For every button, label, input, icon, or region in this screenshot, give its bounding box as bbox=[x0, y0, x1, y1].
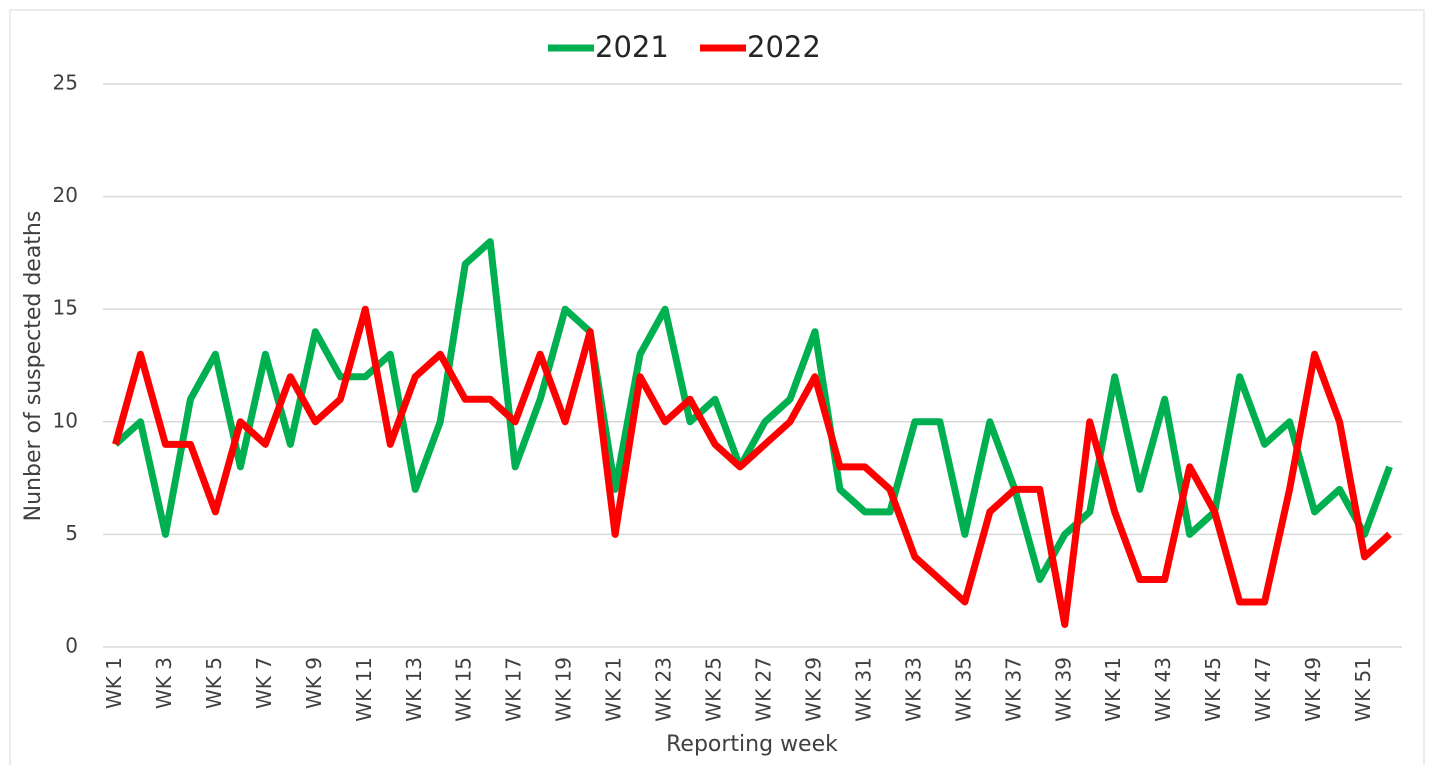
x-tick-label: WK 13 bbox=[402, 657, 426, 722]
y-tick-label: 10 bbox=[53, 408, 78, 432]
x-tick-label: WK 15 bbox=[452, 657, 476, 722]
x-tick-label: WK 45 bbox=[1201, 657, 1225, 722]
legend-label: 2022 bbox=[747, 30, 821, 64]
x-tick-label: WK 33 bbox=[901, 657, 925, 722]
y-tick-label: 20 bbox=[53, 183, 78, 207]
x-tick-label: WK 35 bbox=[951, 657, 975, 722]
x-tick-label: WK 51 bbox=[1351, 657, 1375, 722]
x-tick-label: WK 31 bbox=[851, 657, 875, 722]
line-series bbox=[112, 305, 1392, 628]
x-tick-label: WK 41 bbox=[1101, 657, 1125, 722]
x-tick-label: WK 9 bbox=[302, 657, 326, 709]
x-axis-label: Reporting week bbox=[666, 732, 838, 757]
y-tick-label: 25 bbox=[53, 71, 78, 95]
x-tick-label: WK 27 bbox=[751, 657, 775, 722]
x-tick-label: WK 19 bbox=[552, 657, 576, 722]
x-tick-label: WK 5 bbox=[202, 657, 226, 709]
line-series bbox=[113, 238, 1393, 583]
y-axis-label: Nunber of suspected deaths bbox=[21, 211, 46, 522]
chart-frame bbox=[9, 9, 1425, 765]
y-tick-label: 0 bbox=[65, 634, 78, 658]
x-tick-label: WK 39 bbox=[1051, 657, 1075, 722]
x-tick-label: WK 29 bbox=[801, 657, 825, 722]
x-tick-label: WK 49 bbox=[1301, 657, 1325, 722]
x-tick-label: WK 7 bbox=[252, 657, 276, 709]
x-tick-label: WK 1 bbox=[102, 657, 126, 709]
y-tick-label: 5 bbox=[65, 521, 78, 545]
x-tick-label: WK 3 bbox=[152, 657, 176, 709]
x-tick-label: WK 11 bbox=[352, 657, 376, 722]
y-tick-label: 15 bbox=[53, 296, 78, 320]
x-tick-label: WK 47 bbox=[1251, 657, 1275, 722]
x-tick-label: WK 43 bbox=[1151, 657, 1175, 722]
x-tick-label: WK 25 bbox=[702, 657, 726, 722]
x-tick-label: WK 37 bbox=[1001, 657, 1025, 722]
legend-label: 2021 bbox=[595, 30, 669, 64]
x-tick-label: WK 23 bbox=[652, 657, 676, 722]
x-tick-label: WK 21 bbox=[602, 657, 626, 722]
x-tick-label: WK 17 bbox=[502, 657, 526, 722]
